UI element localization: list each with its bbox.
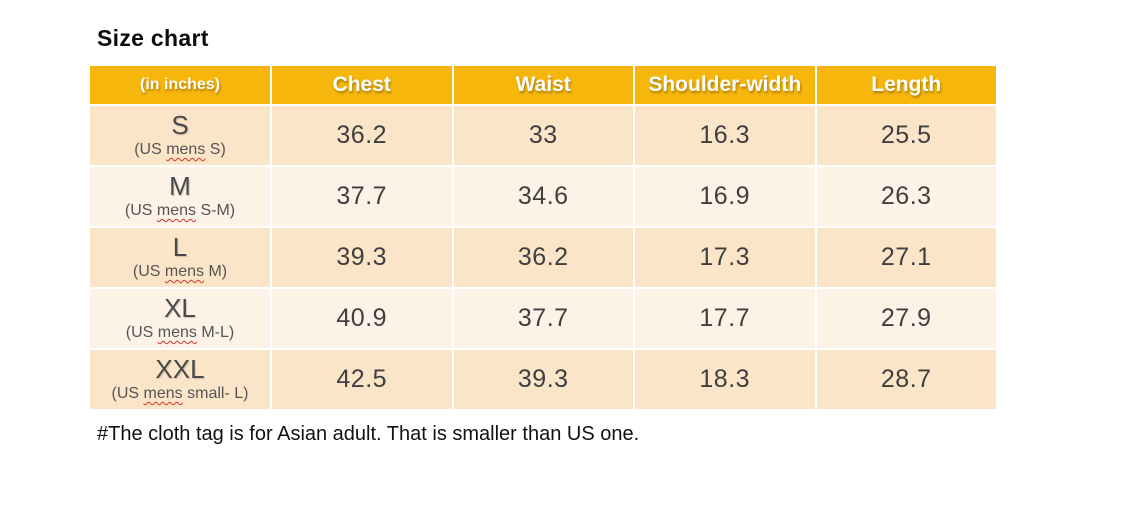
us-label-spellcheck-word: mens: [143, 385, 183, 403]
size-us-equivalent: (US mens S-M): [90, 201, 270, 220]
us-label-spellcheck-word: mens: [166, 141, 206, 159]
size-name: XXL: [155, 353, 205, 384]
size-us-equivalent: (US mens S): [90, 140, 270, 159]
size-name: S: [171, 109, 189, 140]
unit-header-cell: (in inches): [90, 66, 270, 104]
waist-value: 39.3: [453, 350, 633, 409]
chest-value: 39.3: [272, 228, 452, 287]
size-label-cell: S (US mens S): [90, 106, 270, 165]
us-label-prefix: (US: [134, 141, 167, 159]
us-label-spellcheck-word: mens: [164, 263, 204, 281]
shoulder-width-value: 18.3: [635, 350, 815, 409]
length-value: 26.3: [816, 167, 996, 226]
header-row: (in inches) Chest Waist Shoulder-width L…: [90, 66, 996, 104]
us-label-spellcheck-word: mens: [156, 202, 196, 220]
length-value: 28.7: [816, 350, 996, 409]
size-name: XL: [164, 292, 196, 323]
us-label-suffix: M-L): [196, 324, 235, 342]
table-row-xl: XL (US mens M-L) 40.9 37.7 17.7 27.9: [90, 289, 996, 348]
table-row-m: M (US mens S-M) 37.7 34.6 16.9 26.3: [90, 167, 996, 226]
size-us-equivalent: (US mens small- L): [90, 384, 270, 403]
length-value: 27.9: [816, 289, 996, 348]
us-label-suffix: M): [204, 263, 228, 281]
chest-value: 36.2: [272, 106, 452, 165]
length-value: 27.1: [816, 228, 996, 287]
size-name: L: [172, 231, 188, 262]
size-label-cell: XXL (US mens small- L): [90, 350, 270, 409]
size-label-cell: L (US mens M): [90, 228, 270, 287]
us-label-suffix: small- L): [182, 385, 249, 403]
us-label-prefix: (US: [125, 324, 158, 342]
chest-value: 40.9: [272, 289, 452, 348]
footnote: #The cloth tag is for Asian adult. That …: [97, 423, 640, 445]
shoulder-width-value: 16.3: [635, 106, 815, 165]
column-header-chest: Chest: [272, 66, 452, 104]
waist-value: 34.6: [453, 167, 633, 226]
shoulder-width-value: 16.9: [635, 167, 815, 226]
column-header-shoulder-width: Shoulder-width: [635, 66, 815, 104]
table-row-s: S (US mens S) 36.2 33 16.3 25.5: [90, 106, 996, 165]
us-label-prefix: (US: [124, 202, 157, 220]
chest-value: 37.7: [272, 167, 452, 226]
table-row-xxl: XXL (US mens small- L) 42.5 39.3 18.3 28…: [90, 350, 996, 409]
size-name: M: [169, 170, 191, 201]
waist-value: 33: [453, 106, 633, 165]
column-header-waist: Waist: [453, 66, 633, 104]
us-label-prefix: (US: [132, 263, 165, 281]
us-label-prefix: (US: [111, 385, 144, 403]
waist-value: 36.2: [453, 228, 633, 287]
us-label-spellcheck-word: mens: [157, 324, 197, 342]
size-label-cell: M (US mens S-M): [90, 167, 270, 226]
length-value: 25.5: [816, 106, 996, 165]
us-label-suffix: S): [205, 141, 226, 159]
table-row-l: L (US mens M) 39.3 36.2 17.3 27.1: [90, 228, 996, 287]
size-label-cell: XL (US mens M-L): [90, 289, 270, 348]
size-us-equivalent: (US mens M-L): [90, 323, 270, 342]
us-label-suffix: S-M): [196, 202, 236, 220]
size-chart-table: (in inches) Chest Waist Shoulder-width L…: [88, 64, 998, 411]
page-title: Size chart: [97, 25, 209, 51]
shoulder-width-value: 17.3: [635, 228, 815, 287]
shoulder-width-value: 17.7: [635, 289, 815, 348]
size-us-equivalent: (US mens M): [90, 262, 270, 281]
column-header-length: Length: [816, 66, 996, 104]
chest-value: 42.5: [272, 350, 452, 409]
waist-value: 37.7: [453, 289, 633, 348]
